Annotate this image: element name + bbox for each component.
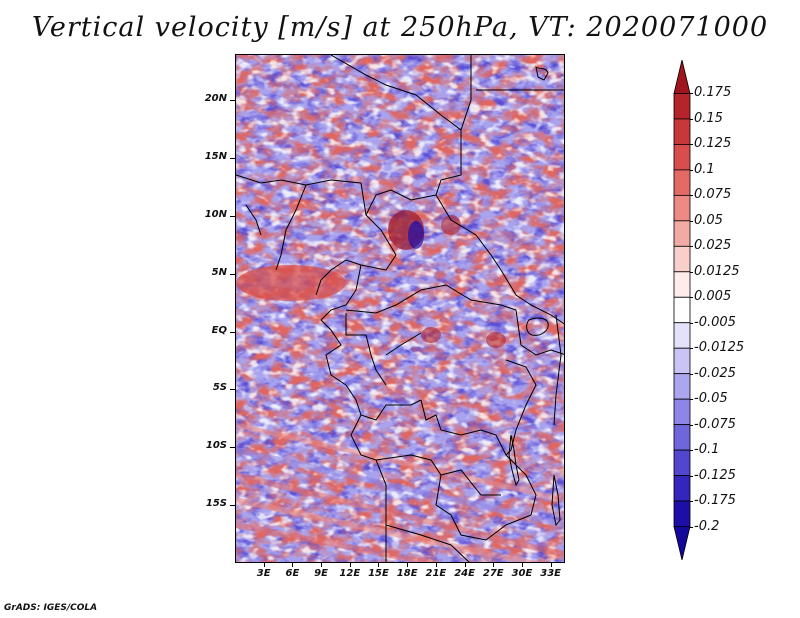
lon-tick (407, 563, 409, 567)
lon-label: 27E (482, 568, 504, 579)
colorbar-tick (690, 399, 693, 401)
colorbar-bin (673, 398, 691, 426)
lon-label: 9E (314, 568, 328, 579)
lon-tick (464, 563, 466, 567)
lat-label: 5N (211, 266, 227, 278)
colorbar-label: 0.075 (694, 187, 732, 203)
lat-label: 20N (204, 93, 227, 105)
lon-label: 3E (256, 568, 271, 579)
credit-text: GrADS: IGES/COLA (4, 603, 98, 613)
colorbar-bin (673, 220, 691, 247)
lat-tick (230, 273, 235, 275)
lon-label: 33E (540, 568, 562, 579)
lat-tick (230, 505, 235, 507)
colorbar-tick (690, 322, 693, 324)
colorbar-label: -0.025 (694, 365, 736, 381)
lat-label: 10N (204, 208, 227, 220)
colorbar-label: 0.125 (694, 136, 732, 152)
lat-label: EQ (211, 324, 227, 336)
lat-tick (230, 215, 235, 217)
lat-tick (230, 389, 235, 391)
lat-label: 15S (205, 498, 227, 510)
lat-label: 10S (205, 440, 227, 452)
colorbar-bin (673, 322, 691, 349)
colorbar-bin (673, 424, 691, 451)
lon-label: 24E (454, 568, 475, 579)
colorbar-bin (673, 271, 691, 298)
lon-tick (521, 563, 523, 567)
lat-tick (230, 158, 235, 160)
colorbar-label: -0.2 (694, 518, 720, 534)
colorbar-bin (673, 194, 691, 222)
colorbar-tick (690, 93, 693, 95)
colorbar-bin (673, 169, 691, 196)
colorbar-tick (690, 424, 693, 426)
colorbar-bin (673, 245, 691, 273)
colorbar-tick (690, 348, 693, 350)
vertical-velocity-field (236, 55, 564, 562)
colorbar-bin (673, 93, 691, 120)
lat-tick (230, 100, 235, 102)
colorbar-label: -0.005 (694, 314, 736, 330)
colorbar-bin (673, 373, 691, 400)
map-panel (235, 54, 565, 563)
colorbar-label: 0.005 (694, 289, 732, 305)
colorbar-tick (690, 450, 693, 452)
colorbar-tick (690, 271, 693, 273)
lon-label: 21E (425, 568, 447, 579)
colorbar-tick (690, 526, 693, 528)
plot-title: Vertical velocity [m/s] at 250hPa, VT: 2… (31, 12, 769, 43)
lon-label: 18E (396, 568, 418, 579)
colorbar-tick (690, 144, 693, 146)
colorbar-label: -0.075 (694, 416, 736, 432)
colorbar-bin (673, 144, 691, 171)
colorbar-bin (673, 475, 691, 502)
colorbar-bin (673, 118, 691, 145)
colorbar-label: -0.1 (694, 442, 720, 458)
colorbar-label: -0.175 (694, 493, 736, 509)
colorbar-bin (673, 449, 691, 476)
lon-tick (263, 563, 265, 567)
colorbar-label: 0.0125 (694, 263, 740, 279)
lon-tick (493, 563, 495, 567)
lon-tick (292, 563, 294, 567)
colorbar-tick (690, 220, 693, 222)
lon-label: 6E (285, 568, 300, 579)
colorbar-bin (673, 60, 691, 94)
colorbar (673, 60, 691, 560)
colorbar-bin (673, 500, 691, 527)
colorbar-bin (673, 526, 691, 560)
colorbar-label: 0.025 (694, 238, 732, 254)
lon-tick (349, 563, 351, 567)
colorbar-tick (690, 501, 693, 503)
colorbar-label: -0.0125 (694, 340, 745, 356)
colorbar-tick (690, 246, 693, 248)
colorbar-tick (690, 118, 693, 120)
lat-label: 15N (204, 151, 227, 163)
lon-tick (321, 563, 323, 567)
colorbar-bin (673, 296, 691, 324)
colorbar-tick (690, 373, 693, 375)
colorbar-tick (690, 195, 693, 197)
lon-label: 30E (511, 568, 533, 579)
lon-label: 12E (339, 568, 361, 579)
colorbar-label: 0.175 (694, 85, 732, 101)
colorbar-tick (690, 475, 693, 477)
lat-tick (230, 447, 235, 449)
colorbar-label: -0.05 (694, 391, 728, 407)
lat-label: 5S (212, 382, 227, 394)
colorbar-label: 0.1 (694, 161, 715, 177)
lon-tick (378, 563, 380, 567)
colorbar-label: 0.15 (694, 110, 723, 126)
colorbar-label: 0.05 (694, 212, 723, 228)
colorbar-tick (690, 297, 693, 299)
lon-label: 15E (368, 568, 389, 579)
lat-tick (230, 331, 235, 333)
lon-tick (435, 563, 437, 567)
colorbar-bin (673, 347, 691, 375)
lon-tick (550, 563, 552, 567)
colorbar-tick (690, 169, 693, 171)
colorbar-label: -0.125 (694, 467, 736, 483)
